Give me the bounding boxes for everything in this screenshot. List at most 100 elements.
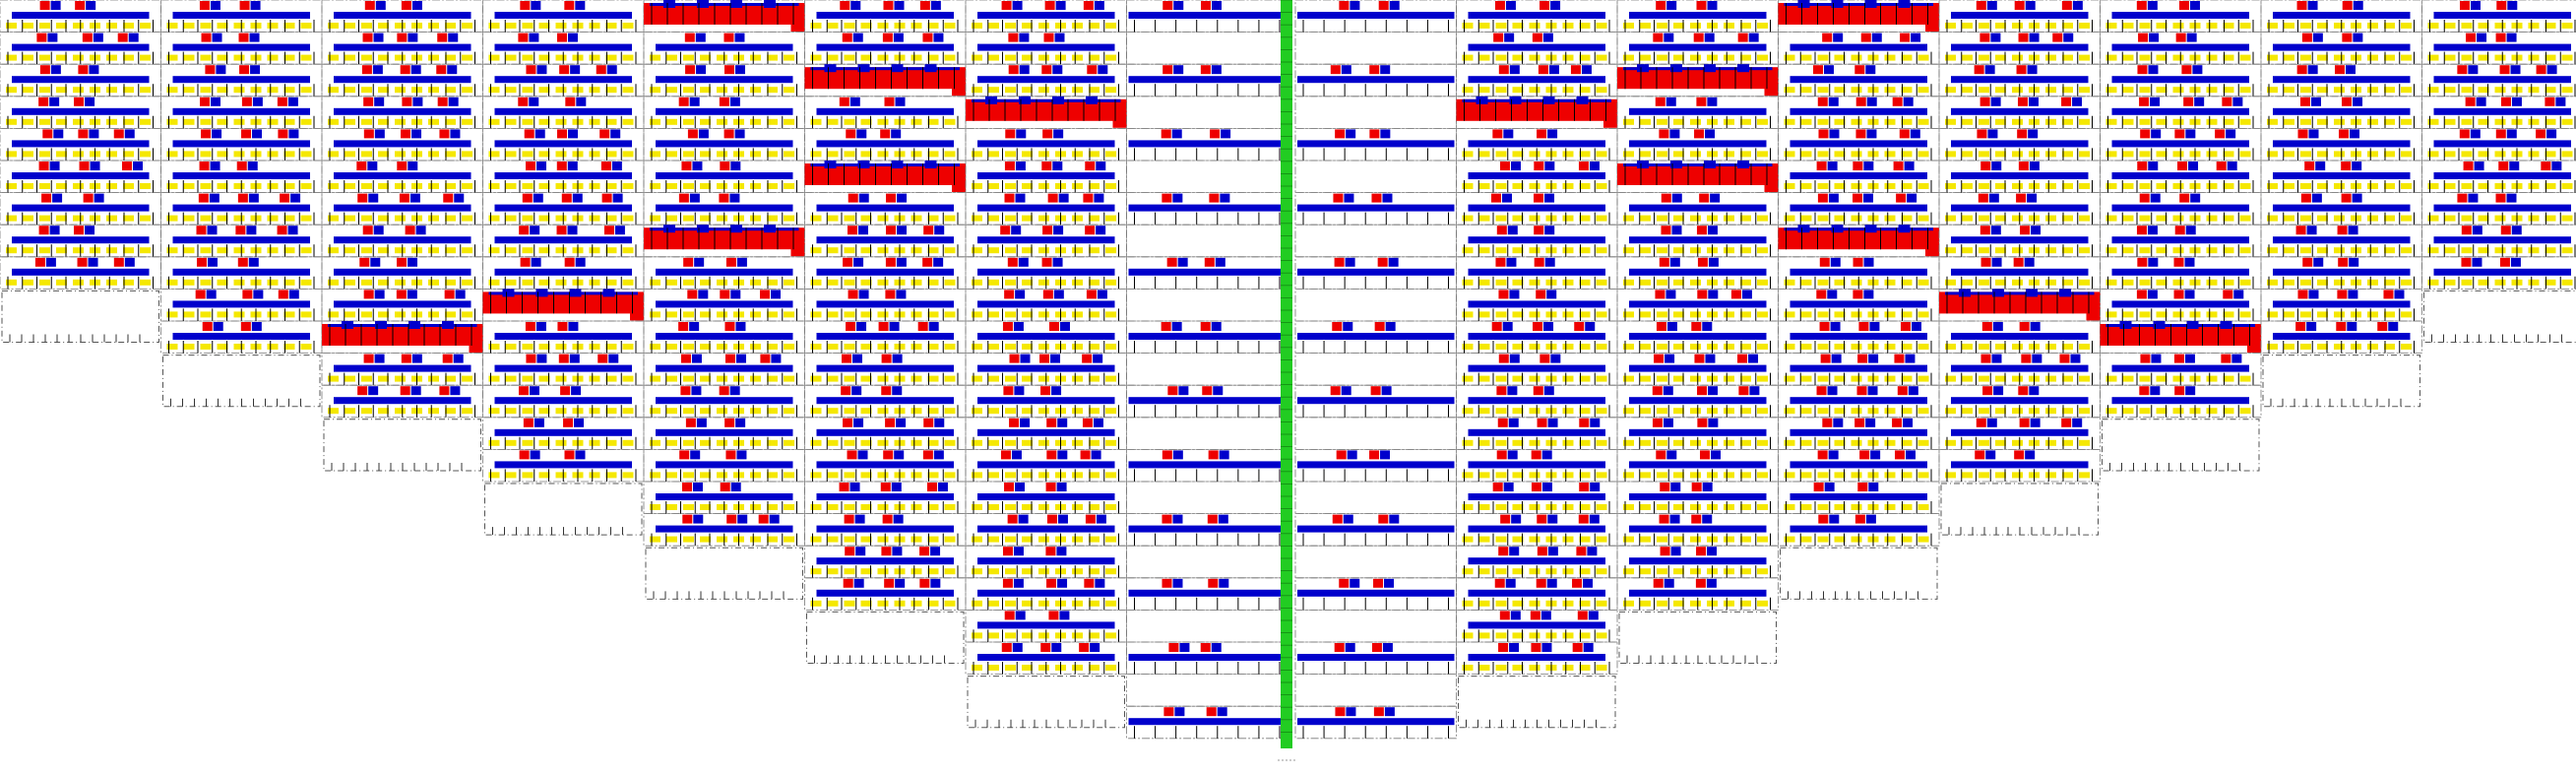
red-pad [1534,193,1544,203]
yellow-segment [1884,183,1896,189]
blue-pad [1749,386,1760,396]
yellow-segment [877,311,889,318]
yellow-segment [1979,151,1989,158]
blue-pad [928,322,939,331]
yellow-segment [622,183,634,189]
blue-pin [857,161,870,168]
yellow-segment [622,408,634,415]
yellow-segment [1495,23,1507,29]
yellow-segment [233,344,245,350]
yellow-segment [328,279,339,286]
yellow-segment [1740,279,1751,286]
yellow-segment [911,118,922,125]
yellow-segment [2367,151,2378,158]
yellow-segment [2239,118,2251,125]
yellow-segment [140,54,151,61]
yellow-segment [2300,151,2311,158]
blue-pad [1904,161,1915,170]
red-pad [1043,32,1054,42]
yellow-segment [462,87,472,94]
blue-bar [1790,76,1927,84]
yellow-segment [1657,279,1667,286]
yellow-segment [361,247,372,254]
blue-pad [2226,129,2236,139]
yellow-segment [2172,215,2184,222]
red-pad [842,32,852,42]
blue-pad [1590,418,1601,427]
blue-pad [2311,193,2322,203]
yellow-segment [166,87,178,94]
red-pad [36,32,47,42]
red-pad [561,193,572,203]
red-pad [400,65,410,75]
yellow-segment [2300,23,2311,29]
yellow-segment [200,118,212,125]
red-pad [1816,386,1827,396]
red-pad [2342,32,2353,42]
yellow-segment [2494,118,2506,125]
yellow-segment [2239,408,2251,415]
blue-pad [1345,257,1355,267]
yellow-segment [2284,87,2294,94]
yellow-segment [1817,87,1829,94]
yellow-segment [1089,247,1100,254]
red-pad [442,354,453,363]
blue-bar [2111,107,2249,115]
yellow-segment [2156,151,2168,158]
blue-bar [12,12,150,19]
red-pad [2179,193,2190,203]
yellow-segment [1917,118,1929,125]
red-pad [563,418,574,427]
red-pad [1817,193,1828,203]
yellow-segment [6,151,17,158]
yellow-segment [217,87,228,94]
red-pad [1691,322,1702,331]
red-pad [603,226,614,235]
yellow-segment [1579,279,1591,286]
red-pad [1693,32,1704,42]
yellow-segment [1579,87,1591,94]
yellow-segment [2317,151,2328,158]
blue-bar [1297,140,1455,148]
blue-pad [1748,354,1759,363]
red-pad [1537,129,1547,139]
yellow-segment [328,311,339,318]
blue-pad [2510,257,2521,267]
yellow-segment [717,408,727,415]
yellow-segment [1105,439,1116,446]
yellow-segment [2156,375,2168,382]
blue-bar [656,268,793,276]
yellow-segment [2012,375,2023,382]
yellow-segment [988,215,999,222]
red-pad [2465,97,2476,106]
yellow-segment [2545,247,2556,254]
yellow-segment [538,87,550,94]
red-pad [1854,418,1865,427]
yellow-segment [877,279,889,286]
red-pad [1694,129,1705,139]
blue-pad [1341,386,1351,396]
blue-pad [1863,290,1874,299]
yellow-segment [988,408,999,415]
blue-pad [2151,129,2162,139]
yellow-segment [428,54,439,61]
yellow-segment [1884,54,1896,61]
yellow-segment [1962,375,1973,382]
blue-pad [1054,32,1065,42]
red-pad [1661,226,1671,235]
red-block-band [2105,324,2255,327]
blue-bar [2111,236,2249,244]
yellow-segment [183,344,195,350]
red-pad [1980,354,1991,363]
yellow-segment [1640,408,1651,415]
yellow-segment [1623,311,1634,318]
yellow-segment [1022,54,1033,61]
yellow-segment [1105,87,1116,94]
yellow-segment [827,375,839,382]
red-pad [556,226,567,235]
red-pad [1204,257,1215,267]
blue-pad [1019,32,1030,42]
yellow-segment [555,472,567,479]
blue-pad [1548,65,1559,75]
yellow-segment [6,54,17,61]
